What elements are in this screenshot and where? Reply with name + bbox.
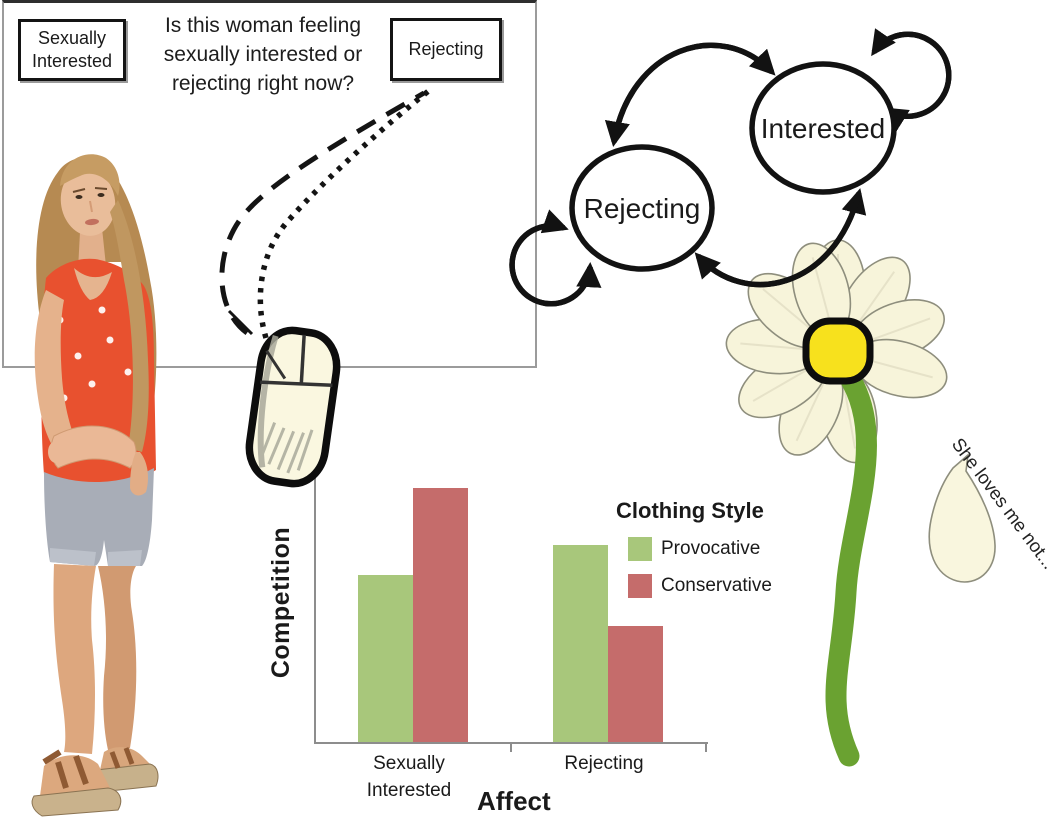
bar-provocative-rejecting bbox=[553, 545, 608, 742]
legend-label: Conservative bbox=[661, 575, 772, 596]
x-category-sexually-interested: Sexually Interested bbox=[366, 753, 452, 801]
bar-chart-plot-area bbox=[314, 472, 708, 752]
bar-provocative-sexually-interested bbox=[358, 575, 413, 742]
woman-hand bbox=[48, 441, 64, 463]
shorts-cuff bbox=[108, 550, 142, 566]
woman-hair-front bbox=[60, 154, 120, 196]
woman-face-features bbox=[72, 187, 108, 226]
legend-item-provocative: Provocative bbox=[612, 537, 802, 561]
computer-mouse-icon bbox=[245, 326, 341, 488]
state-rejecting-label: Rejecting bbox=[584, 193, 701, 224]
shorts-cuff bbox=[50, 548, 96, 566]
woman-hair-strand bbox=[110, 200, 149, 452]
x-axis-tick bbox=[510, 744, 512, 752]
interested-self-loop bbox=[871, 28, 952, 119]
transition-interested-to-rejecting bbox=[604, 42, 774, 147]
wedge-sandal-back bbox=[93, 747, 159, 793]
daisy-center bbox=[802, 317, 874, 385]
woman-chest bbox=[74, 268, 112, 300]
bar-conservative-sexually-interested bbox=[413, 488, 468, 742]
fallen-petal bbox=[928, 453, 996, 583]
chart-legend: Clothing Style Provocative Conservative bbox=[612, 498, 802, 598]
woman-left-hand bbox=[130, 452, 148, 496]
rejecting-self-loop bbox=[509, 209, 593, 307]
mouse-trajectories bbox=[219, 86, 433, 339]
woman-photo bbox=[31, 154, 159, 817]
daisy-stem bbox=[825, 361, 877, 767]
daisy-flower: She loves me not... bbox=[725, 239, 1050, 767]
conservative-color-swatch bbox=[628, 574, 652, 598]
state-transition-diagram: Rejecting Interested bbox=[509, 28, 952, 307]
response-option-label: Rejecting bbox=[408, 38, 484, 59]
woman-right-arm bbox=[34, 290, 80, 456]
woman-face bbox=[60, 168, 116, 236]
legend-label: Provocative bbox=[661, 538, 761, 559]
state-rejecting-circle bbox=[569, 144, 715, 272]
x-category-rejecting: Rejecting bbox=[564, 753, 644, 774]
mouse-cable bbox=[227, 309, 254, 336]
mouse-shading bbox=[260, 422, 314, 474]
provocative-color-swatch bbox=[628, 537, 652, 561]
wedge-sandal-front bbox=[31, 749, 122, 817]
bar-conservative-rejecting bbox=[608, 626, 663, 742]
chart-x-axis-label: Affect bbox=[477, 786, 551, 816]
state-interested-circle bbox=[749, 61, 897, 195]
trial-question: Is this woman feeling sexually intereste… bbox=[163, 14, 363, 95]
daisy-petals bbox=[725, 239, 948, 464]
response-option-rejecting[interactable]: Rejecting bbox=[390, 18, 502, 81]
dotted-trajectory bbox=[257, 86, 433, 339]
legend-item-conservative: Conservative bbox=[612, 574, 802, 598]
transition-interested-to-rejecting-bottom bbox=[694, 192, 862, 288]
woman-front-leg bbox=[53, 564, 96, 754]
x-axis-tick bbox=[705, 744, 707, 752]
transition-rejecting-to-interested-top bbox=[611, 42, 776, 143]
state-interested-label: Interested bbox=[761, 113, 886, 144]
legend-title: Clothing Style bbox=[616, 498, 764, 523]
response-option-sexually-interested[interactable]: Sexually Interested bbox=[18, 19, 126, 81]
woman-back-leg bbox=[98, 566, 137, 750]
woman-shorts bbox=[44, 468, 154, 566]
response-option-label: Sexually Interested bbox=[31, 27, 113, 71]
dashed-trajectory bbox=[219, 90, 426, 336]
